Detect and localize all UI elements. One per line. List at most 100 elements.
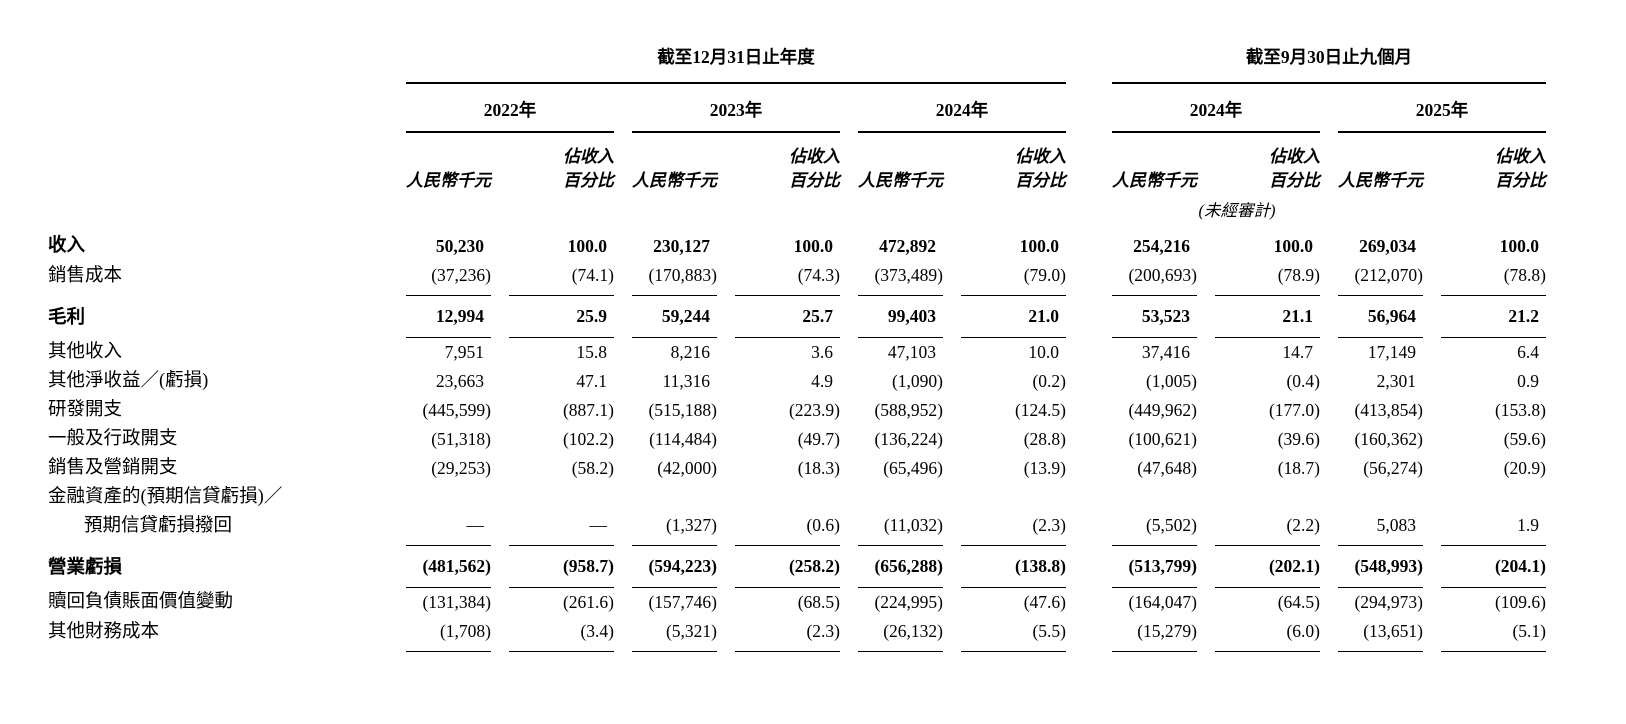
value-cell: —	[509, 483, 614, 546]
column-header-percent-line1: 佔收入	[563, 147, 614, 166]
value-cell: (102.2)	[562, 429, 614, 449]
year-header-row: 2022年 2023年 2024年 2024年 2025年	[48, 84, 1546, 133]
value-cell: 269,034	[1359, 236, 1416, 256]
value-cell: (13,651)	[1338, 617, 1423, 652]
value-cell: 472,892	[879, 236, 936, 256]
value-cell: 100.0	[1019, 236, 1059, 256]
year-header-9m-2024: 2024年	[1112, 84, 1320, 133]
value-cell: (39.6)	[1277, 429, 1320, 449]
row-label: 研發開支	[48, 400, 123, 420]
value-cell: 100.0	[1499, 236, 1539, 256]
column-gap	[1084, 546, 1094, 588]
value-cell: 100.0	[567, 236, 607, 256]
column-header-percent: 佔收入 百分比	[735, 133, 840, 193]
value-cell: (56,274)	[1363, 458, 1423, 478]
table-row: 金融資產的(預期信貸虧損)／ 預期信貸虧損撥回 — — (1,327) (0.6) (11,…	[48, 483, 1546, 546]
value-cell: (373,489)	[858, 261, 943, 296]
row-label: 銷售成本	[48, 266, 123, 286]
value-cell: 7,951	[444, 342, 484, 362]
column-header-percent: 佔收入 百分比	[1441, 133, 1546, 193]
row-label: 收入	[48, 236, 86, 256]
column-gap	[1084, 133, 1094, 193]
column-header-percent-line2: 百分比	[789, 171, 840, 190]
value-cell: 1.9	[1441, 483, 1546, 546]
value-cell: 100.0	[1273, 236, 1313, 256]
value-cell: (2.3)	[961, 483, 1066, 546]
value-cell: 21.1	[1215, 296, 1320, 338]
column-header-percent-line2: 百分比	[563, 171, 614, 190]
value-cell: (204.1)	[1441, 546, 1546, 588]
column-gap	[1084, 588, 1094, 617]
table-row: 營業虧損 (481,562) (958.7) (594,223) (258.2) (656…	[48, 546, 1546, 588]
value-cell: (594,223)	[632, 546, 717, 588]
value-cell: (588,952)	[874, 400, 943, 420]
column-gap	[1084, 44, 1094, 84]
value-cell: (157,746)	[648, 592, 717, 612]
value-cell: (74.1)	[509, 261, 614, 296]
table-row: 銷售及營銷開支 (29,253) (58.2) (42,000) (18.3) (65,4…	[48, 454, 1546, 483]
column-header-percent-line1: 佔收入	[789, 147, 840, 166]
value-cell: (261.6)	[562, 592, 614, 612]
column-header-amount: 人民幣千元	[858, 171, 943, 190]
year-header-2022: 2022年	[406, 84, 614, 133]
value-cell: (513,799)	[1112, 546, 1197, 588]
value-cell: 3.6	[811, 342, 833, 362]
value-cell: 6.4	[1517, 342, 1539, 362]
value-cell: 21.0	[961, 296, 1066, 338]
value-cell: (223.9)	[788, 400, 840, 420]
column-header-percent-line2: 百分比	[1269, 171, 1320, 190]
empty-cell	[1338, 193, 1546, 224]
value-cell: (59.6)	[1503, 429, 1546, 449]
value-cell: (58.2)	[571, 458, 614, 478]
value-cell: (47,648)	[1137, 458, 1197, 478]
value-cell: (74.3)	[735, 261, 840, 296]
financial-table: 截至12月31日止年度 截至9月30日止九個月 2022年 2023年 2024…	[30, 44, 1564, 652]
column-header-amount: 人民幣千元	[632, 171, 717, 190]
value-cell: (5.1)	[1441, 617, 1546, 652]
year-header-9m-2025: 2025年	[1338, 84, 1546, 133]
value-cell: (79.0)	[961, 261, 1066, 296]
value-cell: (212,070)	[1338, 261, 1423, 296]
column-gap	[1084, 224, 1094, 261]
value-cell: 47,103	[887, 342, 936, 362]
row-label: 銷售及營銷開支	[48, 458, 178, 478]
value-cell: (449,962)	[1128, 400, 1197, 420]
value-cell: (2.2)	[1215, 483, 1320, 546]
value-cell: (114,484)	[649, 429, 717, 449]
value-cell: 8,216	[670, 342, 710, 362]
value-cell: 47.1	[576, 371, 607, 391]
column-gap	[1084, 425, 1094, 454]
value-cell: (164,047)	[1128, 592, 1197, 612]
value-cell: (5,321)	[632, 617, 717, 652]
row-label: 其他財務成本	[48, 622, 160, 642]
value-cell: 100.0	[793, 236, 833, 256]
value-cell: 14.7	[1282, 342, 1313, 362]
value-cell: (78.9)	[1215, 261, 1320, 296]
table-row: 毛利 12,994 25.9 59,244 25.7 99,403 21.0 53,523 21…	[48, 296, 1546, 338]
value-cell: (64.5)	[1277, 592, 1320, 612]
value-cell: (47.6)	[1023, 592, 1066, 612]
value-cell: (18.3)	[797, 458, 840, 478]
column-header-percent: 佔收入 百分比	[961, 133, 1066, 193]
unaudited-note-row: (未經審計)	[48, 193, 1546, 224]
period-header-nine-months: 截至9月30日止九個月	[1112, 44, 1546, 84]
row-label: 其他淨收益／(虧損)	[48, 371, 209, 391]
value-cell: (887.1)	[562, 400, 614, 420]
value-cell: (2.3)	[735, 617, 840, 652]
table-row: 一般及行政開支 (51,318) (102.2) (114,484) (49.7) (13…	[48, 425, 1546, 454]
value-cell: —	[406, 483, 491, 546]
row-label: 金融資產的(預期信貸虧損)／ 預期信貸虧損撥回	[48, 483, 388, 546]
column-header-percent-line2: 百分比	[1495, 171, 1546, 190]
table-row: 收入 50,230 100.0 230,127 100.0 472,892 100.0 254…	[48, 224, 1546, 261]
value-cell: (548,993)	[1338, 546, 1423, 588]
value-cell: 254,216	[1133, 236, 1190, 256]
value-cell: (65,496)	[883, 458, 943, 478]
table-row: 其他淨收益／(虧損) 23,663 47.1 11,316 4.9 (1,090) (0.2…	[48, 367, 1546, 396]
value-cell: (481,562)	[406, 546, 491, 588]
value-cell: 50,230	[435, 236, 484, 256]
value-cell: (1,090)	[891, 371, 943, 391]
value-cell: (515,188)	[648, 400, 717, 420]
value-cell: (29,253)	[431, 458, 491, 478]
value-cell: 56,964	[1338, 296, 1423, 338]
